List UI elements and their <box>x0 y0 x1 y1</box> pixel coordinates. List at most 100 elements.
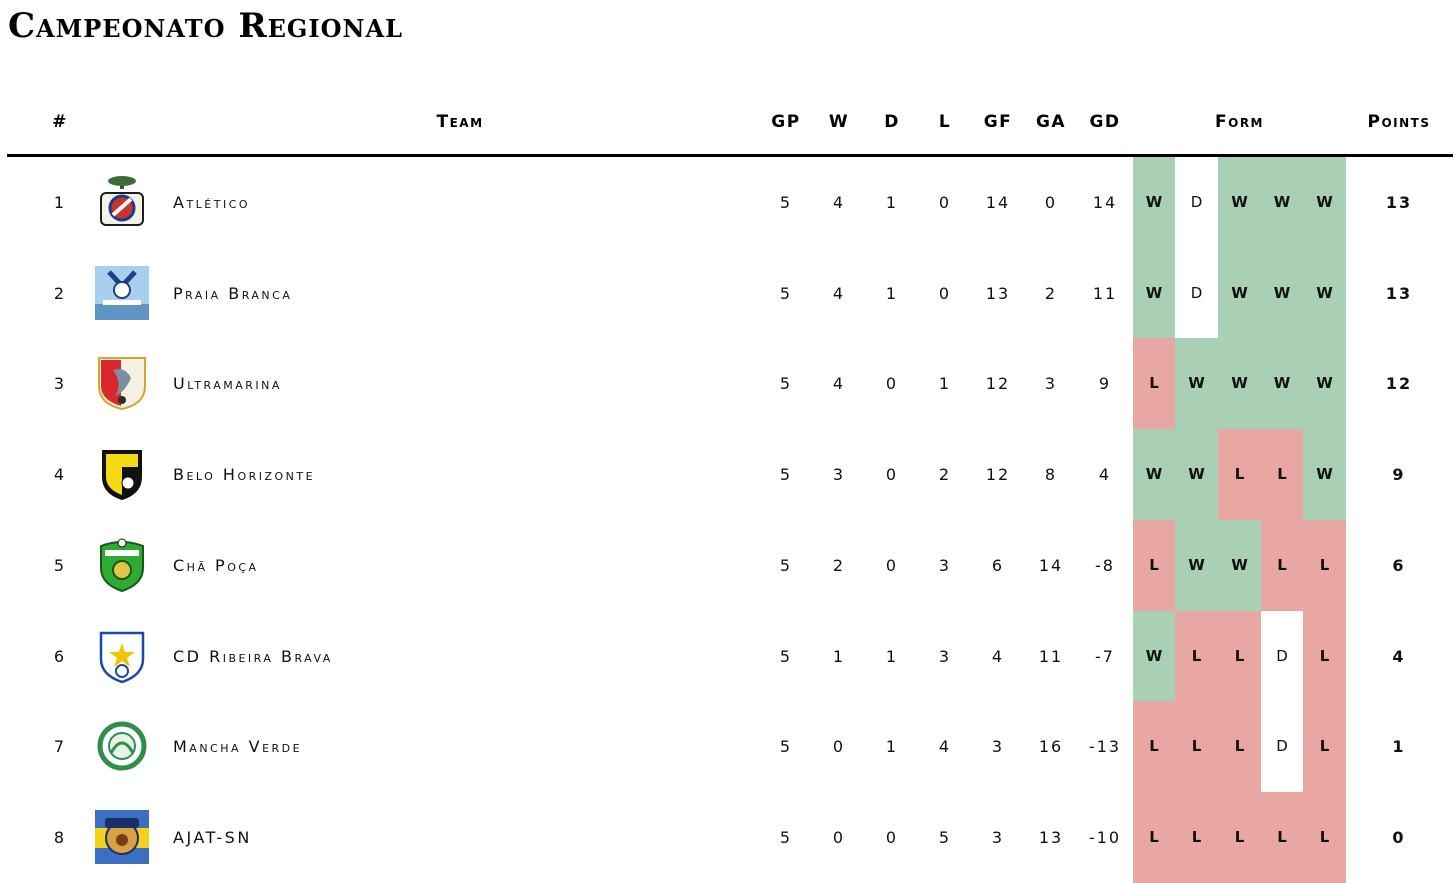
cell-points: 13 <box>1385 283 1413 303</box>
cell-gf: 12 <box>985 374 1011 394</box>
cell-gd: -10 <box>1088 827 1122 847</box>
cell-rank: 5 <box>53 555 67 575</box>
cell-rank: 7 <box>53 737 67 757</box>
team-name: Praia Branca <box>173 283 293 303</box>
form-result: W <box>1133 247 1175 339</box>
header-gf: GF <box>983 112 1013 132</box>
header-gd: GD <box>1089 112 1121 132</box>
cell-l: 5 <box>938 827 952 847</box>
form-result: L <box>1303 791 1346 883</box>
cell-gf: 4 <box>991 646 1005 666</box>
form-result: W <box>1261 247 1303 339</box>
cell-l: 1 <box>938 374 952 394</box>
cell-d: 1 <box>885 646 899 666</box>
cell-rank: 3 <box>53 374 67 394</box>
cell-points: 1 <box>1392 737 1406 757</box>
form-result: W <box>1261 338 1303 430</box>
cell-rank: 1 <box>53 193 67 212</box>
table-row: 7 5 0 1 4 3 16 -13 1 Mancha Verde L L L D L <box>0 701 1456 793</box>
table-row: 1 5 4 1 0 14 0 14 13 Atlético W D W W W <box>0 157 1456 248</box>
cell-d: 1 <box>885 737 899 757</box>
form-result: L <box>1261 791 1303 883</box>
cell-ga: 13 <box>1038 827 1064 847</box>
form-result: L <box>1175 791 1218 883</box>
form-result: L <box>1175 701 1218 793</box>
cell-gp: 5 <box>779 374 793 394</box>
form-result: L <box>1261 519 1303 611</box>
form-result: W <box>1303 338 1346 430</box>
atletico-crest-icon <box>95 175 149 229</box>
header-l: L <box>938 112 952 132</box>
cell-w: 4 <box>832 283 846 303</box>
cell-rank: 8 <box>53 827 67 847</box>
ajat-sn-crest-icon <box>95 809 149 864</box>
cell-gd: 9 <box>1098 374 1112 394</box>
form-result: L <box>1303 519 1346 611</box>
form-result: L <box>1303 701 1346 793</box>
form-result: W <box>1175 429 1218 521</box>
form-result: L <box>1133 791 1175 883</box>
praia-branca-crest-icon <box>95 265 149 320</box>
cell-gp: 5 <box>779 646 793 666</box>
header-team: Team <box>436 112 484 132</box>
form-result: W <box>1303 429 1346 521</box>
cell-w: 1 <box>832 646 846 666</box>
form-result: L <box>1133 519 1175 611</box>
team-name: AJAT-SN <box>173 827 252 847</box>
form-result: L <box>1133 701 1175 793</box>
cell-gd: -8 <box>1095 555 1115 575</box>
cell-l: 2 <box>938 465 952 485</box>
cell-w: 0 <box>832 827 846 847</box>
cell-w: 4 <box>832 193 846 212</box>
cell-d: 0 <box>885 374 899 394</box>
table-row: 4 5 3 0 2 12 8 4 9 Belo Horizonte W W L L W <box>0 429 1456 521</box>
form-result: D <box>1175 247 1218 339</box>
team-name: Mancha Verde <box>173 737 303 757</box>
cell-rank: 6 <box>53 646 67 666</box>
form-result: W <box>1303 157 1346 248</box>
cell-ga: 2 <box>1044 283 1058 303</box>
cell-gf: 14 <box>985 193 1011 212</box>
cell-gp: 5 <box>779 737 793 757</box>
team-name: Chã Poça <box>173 555 259 575</box>
form-result: W <box>1218 157 1261 248</box>
cell-points: 13 <box>1385 193 1413 212</box>
form-result: L <box>1133 338 1175 430</box>
form-result: W <box>1133 429 1175 521</box>
form-result: W <box>1261 157 1303 248</box>
cell-d: 0 <box>885 465 899 485</box>
ultramarina-crest-icon <box>95 356 149 411</box>
cell-gf: 6 <box>991 555 1005 575</box>
form-result: L <box>1303 610 1346 702</box>
cell-l: 0 <box>938 283 952 303</box>
form-result: D <box>1261 701 1303 793</box>
team-name: Belo Horizonte <box>173 465 316 485</box>
cell-w: 2 <box>832 555 846 575</box>
cell-l: 0 <box>938 193 952 212</box>
cell-ga: 16 <box>1038 737 1064 757</box>
cell-w: 0 <box>832 737 846 757</box>
cell-gp: 5 <box>779 827 793 847</box>
cell-points: 0 <box>1392 827 1406 847</box>
cell-gp: 5 <box>779 465 793 485</box>
cell-gd: 11 <box>1092 283 1118 303</box>
ribeira-brava-crest-icon <box>95 629 149 683</box>
cell-gd: -13 <box>1088 737 1122 757</box>
cell-gp: 5 <box>779 193 793 212</box>
form-result: W <box>1133 610 1175 702</box>
cell-gd: 14 <box>1092 193 1118 212</box>
cell-d: 0 <box>885 827 899 847</box>
cell-rank: 4 <box>53 465 67 485</box>
cell-l: 4 <box>938 737 952 757</box>
header-form: Form <box>1215 112 1264 132</box>
form-result: L <box>1175 610 1218 702</box>
form-result: W <box>1218 519 1261 611</box>
cell-gp: 5 <box>779 283 793 303</box>
header-w: W <box>828 112 850 132</box>
team-name: Ultramarina <box>173 374 282 394</box>
cell-l: 3 <box>938 555 952 575</box>
cell-gf: 3 <box>991 737 1005 757</box>
cell-ga: 8 <box>1044 465 1058 485</box>
cell-points: 4 <box>1392 646 1406 666</box>
mancha-verde-crest-icon <box>95 719 149 773</box>
